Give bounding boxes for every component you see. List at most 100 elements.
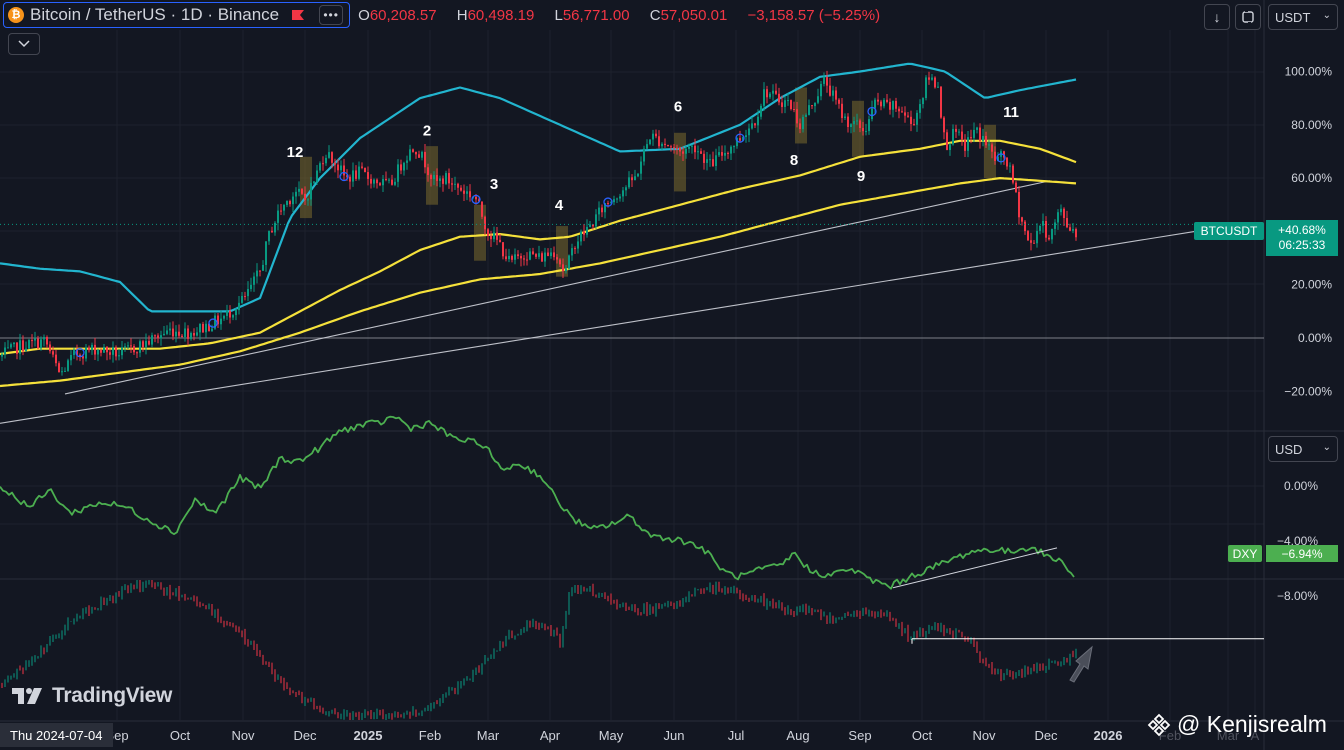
candle-body — [688, 146, 690, 149]
change-value: −3,158.57 (−5.25%) — [747, 6, 881, 24]
candle-body — [214, 315, 216, 329]
dxy-trendline[interactable] — [892, 547, 1058, 589]
bitcoin-icon: ₿ — [8, 7, 24, 23]
tradingview-logo[interactable]: TradingView — [12, 684, 172, 708]
candle-body — [1066, 218, 1068, 228]
candle-body — [733, 146, 735, 148]
time-tick-label: Feb — [419, 728, 441, 743]
candle-body — [487, 229, 489, 236]
refresh-icon — [1242, 10, 1254, 24]
lower-indicator-pane[interactable] — [1, 580, 1264, 720]
download-button[interactable]: ↓ — [1204, 4, 1230, 30]
candle-body — [433, 175, 435, 180]
candle-body — [358, 166, 360, 179]
candle-body — [115, 347, 117, 357]
price-tick-label: 60.00% — [1291, 171, 1332, 185]
candle-body — [379, 183, 381, 186]
dxy-label-box — [1228, 545, 1262, 562]
candle-body — [967, 137, 969, 151]
candle-body — [292, 196, 294, 205]
candle-body — [628, 177, 630, 188]
candle-body — [586, 226, 588, 235]
candle-body — [823, 77, 825, 84]
candle-body — [1048, 237, 1050, 240]
band-line[interactable] — [0, 62, 1077, 313]
moving-average-fast[interactable] — [0, 139, 1077, 356]
currency-select-dxy[interactable]: USD ⌄ — [1268, 436, 1338, 462]
candle-body — [103, 346, 105, 353]
candle-body — [550, 252, 552, 256]
symbol-title[interactable]: Bitcoin / TetherUS · 1D · Binance — [30, 5, 280, 24]
candle-body — [949, 144, 951, 150]
candle-body — [181, 335, 183, 337]
candle-body — [154, 335, 156, 337]
candle-body — [151, 335, 153, 345]
candle-body — [283, 204, 285, 211]
time-tick-label: Dec — [1034, 728, 1058, 743]
price-pane[interactable]: 12 2 3 4 6 8 9 11 BTCUSDT +40.68%06:25:33 — [0, 62, 1338, 424]
candle-body — [193, 333, 195, 336]
time-tick-label: May — [599, 728, 624, 743]
candle-body — [685, 148, 687, 154]
candle-body — [1039, 225, 1041, 231]
dxy-pane[interactable]: DXY −6.94% — [0, 415, 1338, 590]
candle-body — [790, 100, 792, 110]
candle-body — [871, 108, 873, 120]
candle-body — [310, 182, 312, 200]
candle-body — [658, 136, 660, 147]
candle-body — [676, 147, 678, 149]
candle-body — [556, 257, 558, 260]
time-axis[interactable]: Sep Oct Nov Dec 2025 Feb Mar Apr May Jun Jul Aug Sep… — [105, 728, 1259, 743]
candle-body — [601, 207, 603, 213]
candle-body — [898, 108, 900, 112]
candle-body — [577, 241, 579, 249]
candle-body — [592, 224, 594, 227]
candle-body — [337, 164, 339, 171]
collapse-legend-button[interactable] — [8, 33, 40, 55]
candle-body — [10, 344, 12, 348]
low-value: L56,771.00 — [554, 6, 630, 24]
candle-body — [166, 330, 168, 334]
dxy-line[interactable] — [0, 415, 1075, 590]
more-icon[interactable]: ••• — [319, 5, 344, 25]
candle-body — [259, 270, 261, 272]
candle-body — [856, 120, 858, 122]
candle-body — [505, 256, 507, 260]
candle-body — [661, 143, 663, 147]
price-axis[interactable]: 100.00% 80.00% 60.00% 20.00% 0.00% −20.00% 0.0… — [1277, 65, 1332, 604]
candle-body — [268, 230, 270, 242]
symbol-search[interactable]: ₿ Bitcoin / TetherUS · 1D · Binance ••• — [3, 2, 351, 28]
symbol-label-box — [1194, 222, 1264, 240]
trendline[interactable] — [0, 230, 1196, 424]
candle-body — [895, 100, 897, 109]
candle-body — [868, 119, 870, 132]
candle-body — [745, 135, 747, 137]
candle-body — [361, 166, 363, 168]
candle-body — [946, 132, 948, 150]
candle-body — [862, 127, 864, 132]
moving-average-slow[interactable] — [0, 177, 1077, 388]
candle-body — [907, 115, 909, 117]
price-tick-label: −20.00% — [1284, 384, 1332, 398]
candle-body — [937, 86, 939, 88]
candle-body — [436, 175, 438, 181]
candle-body — [643, 148, 645, 162]
candle-body — [211, 328, 213, 332]
candle-body — [250, 284, 252, 290]
candle-body — [802, 116, 804, 130]
candle-body — [778, 93, 780, 103]
trendline[interactable] — [64, 180, 1051, 395]
currency-select-price[interactable]: USDT ⌄ — [1268, 4, 1338, 30]
candle-body — [853, 121, 855, 125]
candle-body — [157, 335, 159, 339]
candle-body — [1027, 231, 1029, 241]
flag-icon[interactable] — [291, 9, 305, 21]
candle-body — [742, 136, 744, 141]
candle-body — [307, 199, 309, 201]
fullscreen-button[interactable] — [1235, 4, 1261, 30]
candle-body — [235, 310, 237, 316]
candle-body — [130, 345, 132, 347]
candle-body — [1018, 191, 1020, 218]
candle-body — [958, 131, 960, 133]
